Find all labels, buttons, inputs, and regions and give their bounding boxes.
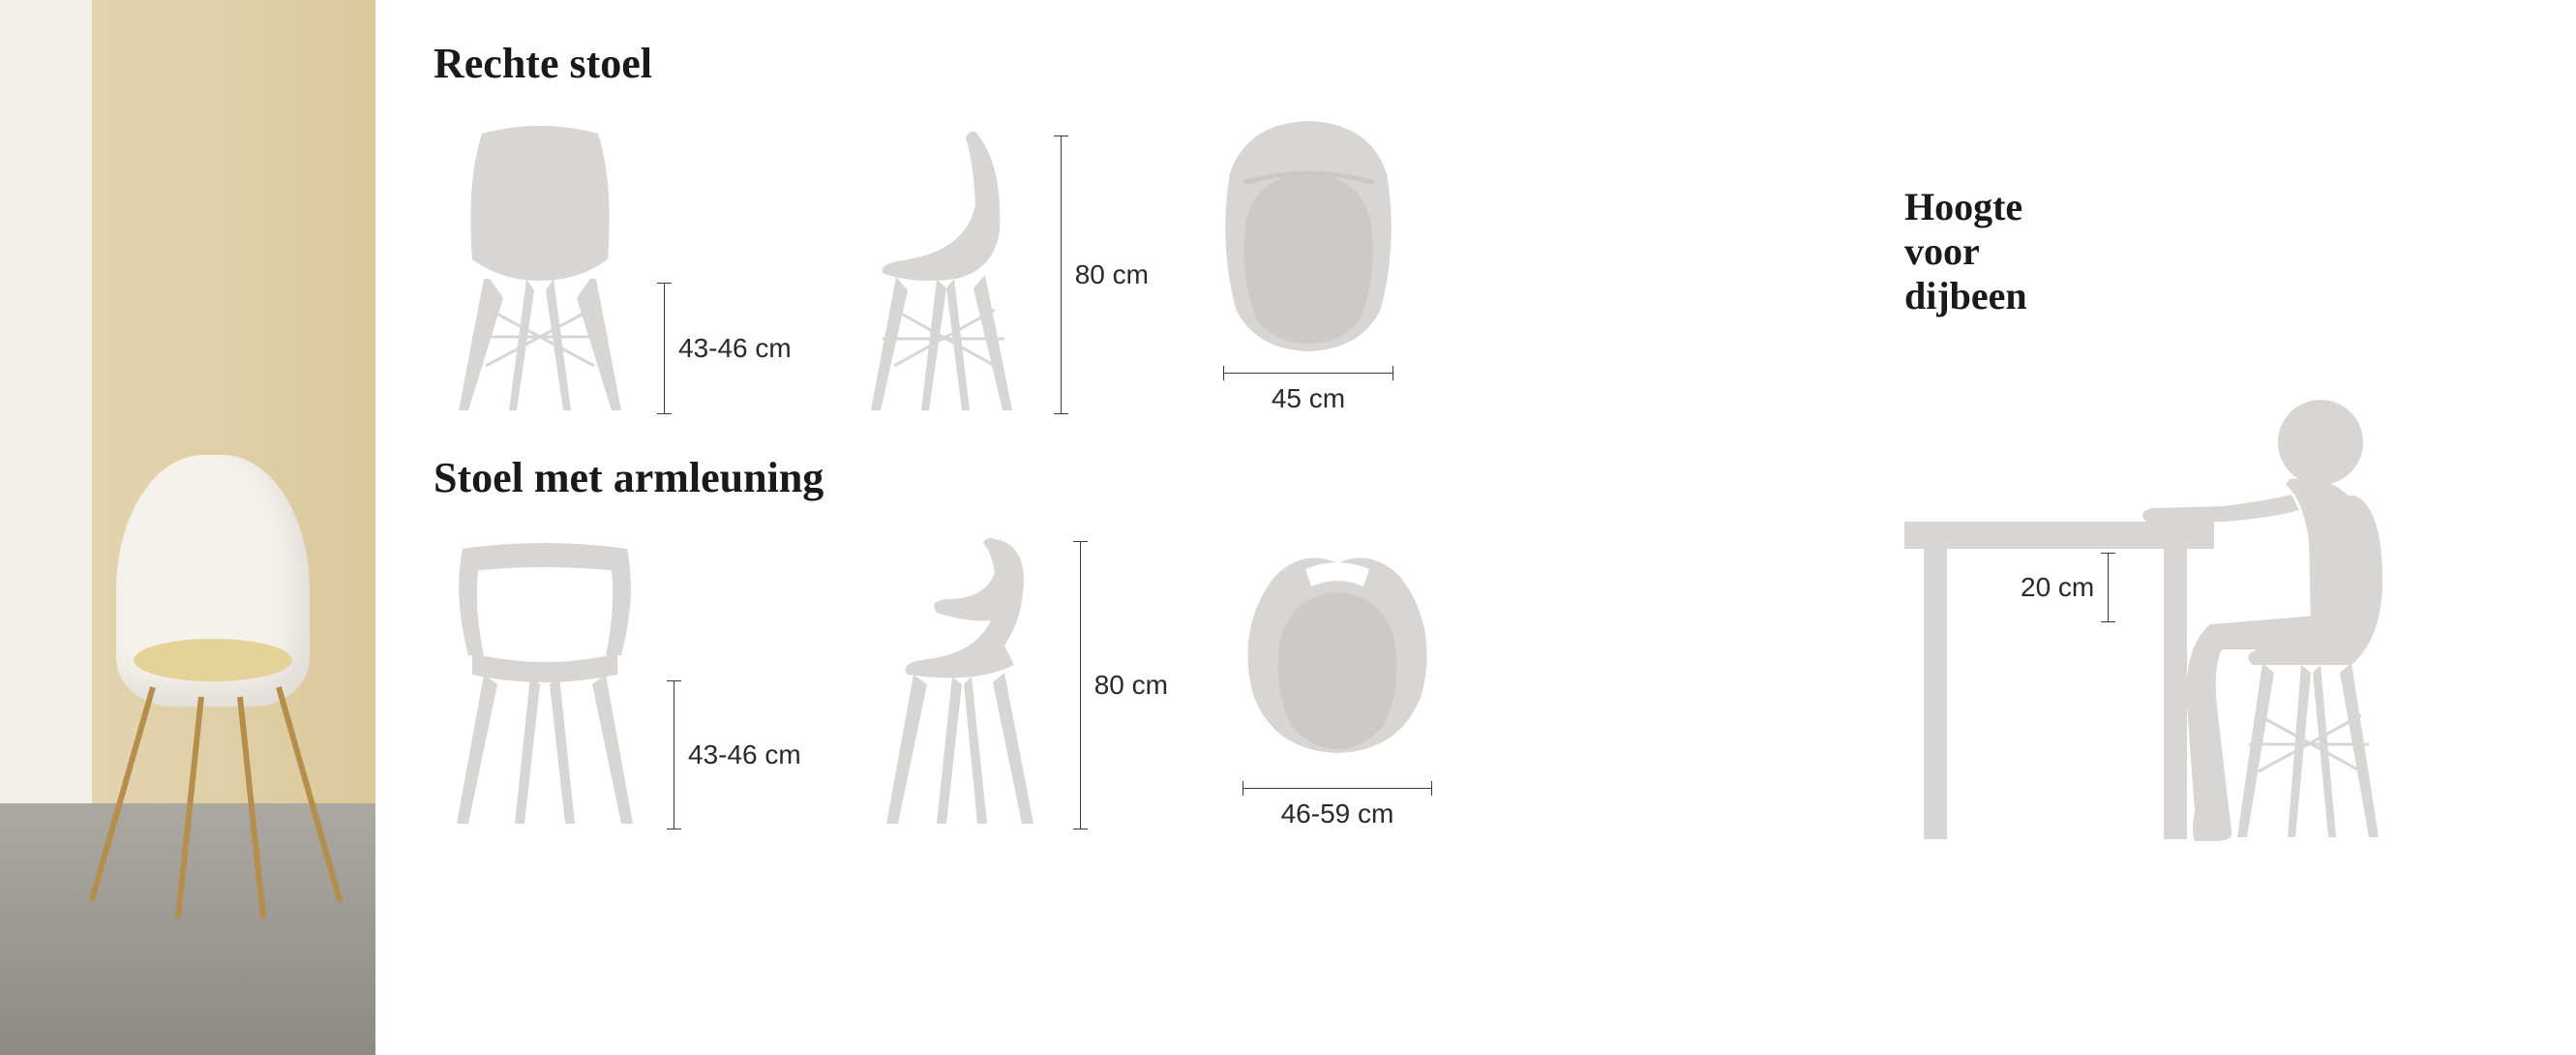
- dim-thigh-gap: 20 cm: [2021, 553, 2109, 622]
- dim-label: 43-46 cm: [678, 333, 792, 364]
- dim-label: 43-46 cm: [688, 739, 801, 770]
- dim-label: 80 cm: [1094, 670, 1168, 701]
- dim-label: 80 cm: [1075, 259, 1149, 290]
- diagram-panel: Rechte stoel: [375, 0, 2576, 1055]
- dim-total-height-straight: 80 cm: [1061, 136, 1149, 414]
- cell-straight-side: 80 cm: [850, 124, 1149, 414]
- cell-arm-front: 43-46 cm: [434, 529, 801, 829]
- silhouette-arm-front: [434, 529, 656, 829]
- section-arm-chair: Stoel met armleuning: [434, 453, 1846, 868]
- thigh-diagram-icon: [1904, 328, 2504, 870]
- chair-front-icon: [434, 124, 646, 414]
- chair-top-icon: [1207, 115, 1410, 357]
- section-title-arm: Stoel met armleuning: [434, 453, 1846, 502]
- thigh-title-line: Hoogte: [1904, 185, 2022, 228]
- silhouette-straight-front: [434, 124, 646, 414]
- section-straight-chair: Rechte stoel: [434, 39, 1846, 453]
- silhouette-arm-side: [859, 529, 1063, 829]
- photo-doorway: [0, 0, 92, 803]
- armchair-side-icon: [859, 529, 1063, 829]
- armchair-top-icon: [1226, 530, 1449, 772]
- photo-panel: [0, 0, 375, 1055]
- cell-arm-top: 46-59 cm: [1226, 530, 1449, 829]
- dim-label: 20 cm: [2021, 572, 2094, 603]
- right-column: Hoogte voor dijbeen: [1846, 39, 2518, 1016]
- silhouette-straight-side: [850, 124, 1043, 414]
- dim-width-straight: 45 cm: [1223, 373, 1393, 414]
- dim-label: 46-59 cm: [1281, 799, 1394, 829]
- row-straight: 43-46 cm: [434, 115, 1846, 414]
- thigh-title: Hoogte voor dijbeen: [1904, 185, 2518, 318]
- thigh-title-line: dijbeen: [1904, 274, 2027, 317]
- left-column: Rechte stoel: [434, 39, 1846, 1016]
- photo-chair-cushion: [134, 639, 292, 681]
- armchair-front-icon: [434, 529, 656, 829]
- chair-side-icon: [850, 124, 1043, 414]
- dim-seat-height-straight: 43-46 cm: [664, 283, 792, 414]
- cell-straight-top: 45 cm: [1207, 115, 1410, 414]
- dim-label: 45 cm: [1272, 383, 1345, 414]
- photo-scene: [0, 0, 375, 1055]
- cell-arm-side: 80 cm: [859, 529, 1168, 829]
- cell-straight-front: 43-46 cm: [434, 124, 792, 414]
- row-arm: 43-46 cm 80: [434, 529, 1846, 829]
- thigh-title-line: voor: [1904, 229, 1980, 273]
- section-title-straight: Rechte stoel: [434, 39, 1846, 88]
- dim-seat-height-arm: 43-46 cm: [674, 680, 801, 829]
- dim-total-height-arm: 80 cm: [1080, 541, 1168, 829]
- dim-width-arm: 46-59 cm: [1243, 788, 1432, 829]
- thigh-scene: 20 cm: [1904, 328, 2504, 870]
